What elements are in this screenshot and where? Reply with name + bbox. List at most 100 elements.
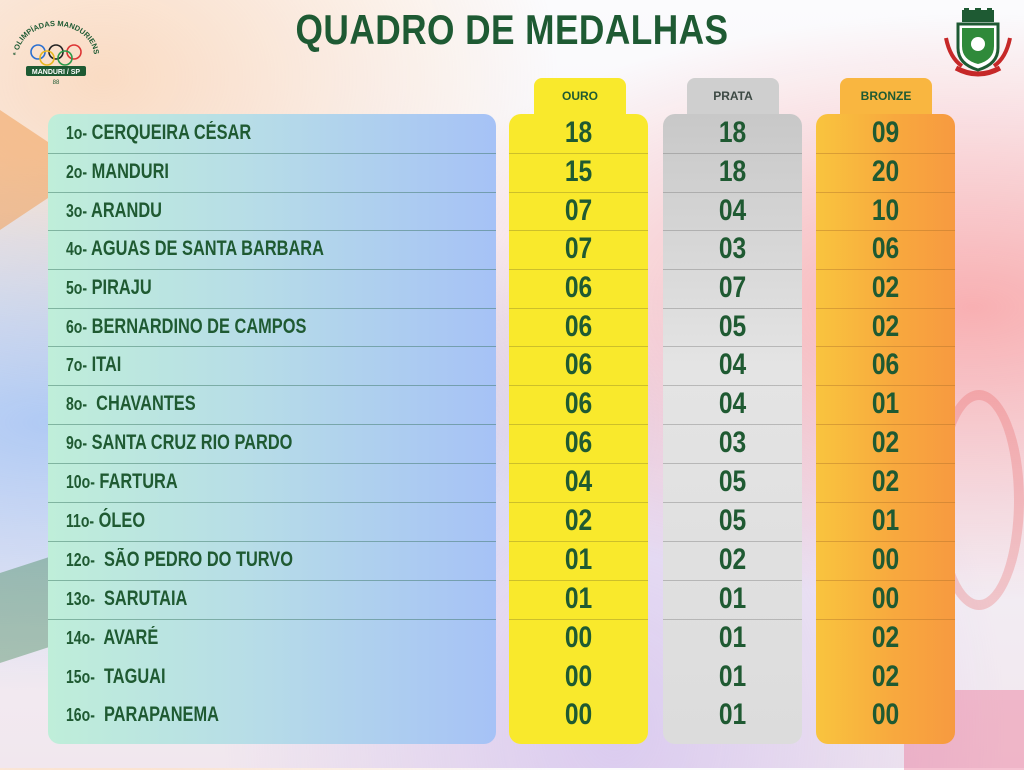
team-position: 7o- bbox=[66, 355, 88, 375]
table-row: 12o- SÃO PEDRO DO TURVO 01 02 00 bbox=[0, 542, 1024, 578]
ouro-count: 06 bbox=[564, 271, 593, 304]
row-divider bbox=[48, 580, 496, 581]
ouro-divider bbox=[509, 502, 648, 503]
row-divider bbox=[48, 346, 496, 347]
prata-divider bbox=[663, 153, 802, 154]
bronze-divider bbox=[816, 153, 955, 154]
ouro-divider bbox=[509, 385, 648, 386]
logo-badge-text: MANDURI / SP bbox=[32, 69, 81, 76]
ouro-count: 00 bbox=[564, 660, 593, 693]
row-divider bbox=[48, 308, 496, 309]
prata-divider bbox=[663, 269, 802, 270]
table-row: 8o- CHAVANTES 06 04 01 bbox=[0, 386, 1024, 422]
prata-divider bbox=[663, 424, 802, 425]
team-position: 6o- bbox=[66, 317, 88, 337]
ouro-count: 00 bbox=[564, 621, 593, 654]
team-name: SANTA CRUZ RIO PARDO bbox=[87, 431, 293, 454]
prata-divider bbox=[663, 385, 802, 386]
team-name: ITAI bbox=[87, 353, 122, 376]
ouro-count: 00 bbox=[564, 698, 593, 731]
olympiad-logo: 2ª OLIMPÍADAS MANDURIENSE MANDURI / SP 8… bbox=[8, 14, 101, 86]
team-name: CHAVANTES bbox=[87, 392, 196, 415]
bronze-divider bbox=[816, 424, 955, 425]
silver-column bbox=[663, 114, 802, 744]
team-position: 3o- bbox=[66, 201, 88, 221]
table-row: 9o- SANTA CRUZ RIO PARDO 06 03 02 bbox=[0, 425, 1024, 461]
team-label: 9o- SANTA CRUZ RIO PARDO bbox=[66, 425, 292, 461]
team-position: 4o- bbox=[66, 239, 88, 259]
row-divider bbox=[48, 385, 496, 386]
prata-count: 18 bbox=[718, 116, 747, 149]
team-position: 5o- bbox=[66, 278, 88, 298]
ouro-divider bbox=[509, 192, 648, 193]
team-position: 2o- bbox=[66, 162, 88, 182]
prata-count: 03 bbox=[718, 426, 747, 459]
team-position: 11o- bbox=[66, 511, 95, 531]
ouro-count: 18 bbox=[564, 116, 593, 149]
table-row: 6o- BERNARDINO DE CAMPOS 06 05 02 bbox=[0, 309, 1024, 345]
column-header-bronze: BRONZE bbox=[840, 78, 932, 118]
row-divider bbox=[48, 502, 496, 503]
team-label: 16o- PARAPANEMA bbox=[66, 697, 219, 733]
ouro-count: 07 bbox=[564, 232, 593, 265]
row-divider bbox=[48, 619, 496, 620]
ouro-count: 07 bbox=[564, 194, 593, 227]
row-divider bbox=[48, 230, 496, 231]
table-row: 3o- ARANDU 07 04 10 bbox=[0, 193, 1024, 229]
prata-divider bbox=[663, 619, 802, 620]
bronze-count: 20 bbox=[871, 155, 900, 188]
table-row: 4o- AGUAS DE SANTA BARBARA 07 03 06 bbox=[0, 231, 1024, 267]
prata-count: 02 bbox=[718, 543, 747, 576]
team-name: AVARÉ bbox=[94, 626, 159, 649]
column-header-prata: PRATA bbox=[687, 78, 779, 118]
table-row: 10o- FARTURA 04 05 02 bbox=[0, 464, 1024, 500]
team-label: 12o- SÃO PEDRO DO TURVO bbox=[66, 542, 293, 578]
team-name: MANDURI bbox=[87, 160, 169, 183]
team-position: 16o- bbox=[66, 705, 95, 725]
team-name: ÓLEO bbox=[94, 509, 146, 532]
team-label: 6o- BERNARDINO DE CAMPOS bbox=[66, 309, 306, 345]
column-header-ouro: OURO bbox=[534, 78, 626, 118]
team-name: PIRAJU bbox=[87, 276, 152, 299]
team-label: 11o- ÓLEO bbox=[66, 503, 145, 539]
bronze-count: 09 bbox=[871, 116, 900, 149]
team-position: 15o- bbox=[66, 667, 95, 687]
team-label: 8o- CHAVANTES bbox=[66, 386, 196, 422]
ouro-count: 15 bbox=[564, 155, 593, 188]
team-label: 1o- CERQUEIRA CÉSAR bbox=[66, 115, 251, 151]
bronze-divider bbox=[816, 308, 955, 309]
ouro-count: 06 bbox=[564, 348, 593, 381]
table-row: 16o- PARAPANEMA 00 01 00 bbox=[0, 697, 1024, 733]
table-row: 14o- AVARÉ 00 01 02 bbox=[0, 620, 1024, 656]
bronze-count: 01 bbox=[871, 387, 900, 420]
team-name: ARANDU bbox=[87, 199, 162, 222]
prata-count: 05 bbox=[718, 465, 747, 498]
bronze-count: 10 bbox=[871, 194, 900, 227]
ouro-divider bbox=[509, 308, 648, 309]
bronze-count: 00 bbox=[871, 698, 900, 731]
prata-count: 07 bbox=[718, 271, 747, 304]
bronze-count: 00 bbox=[871, 543, 900, 576]
prata-divider bbox=[663, 463, 802, 464]
table-row: 2o- MANDURI 15 18 20 bbox=[0, 154, 1024, 190]
prata-divider bbox=[663, 580, 802, 581]
row-divider bbox=[48, 541, 496, 542]
ouro-divider bbox=[509, 346, 648, 347]
prata-count: 05 bbox=[718, 310, 747, 343]
ouro-count: 04 bbox=[564, 465, 593, 498]
ouro-divider bbox=[509, 269, 648, 270]
prata-count: 01 bbox=[718, 660, 747, 693]
bronze-count: 02 bbox=[871, 621, 900, 654]
bronze-count: 06 bbox=[871, 232, 900, 265]
row-divider bbox=[48, 269, 496, 270]
prata-count: 01 bbox=[718, 582, 747, 615]
prata-divider bbox=[663, 308, 802, 309]
table-row: 11o- ÓLEO 02 05 01 bbox=[0, 503, 1024, 539]
bronze-divider bbox=[816, 385, 955, 386]
prata-count: 04 bbox=[718, 348, 747, 381]
row-divider bbox=[48, 424, 496, 425]
bronze-count: 02 bbox=[871, 310, 900, 343]
prata-divider bbox=[663, 541, 802, 542]
prata-count: 18 bbox=[718, 155, 747, 188]
ouro-divider bbox=[509, 424, 648, 425]
